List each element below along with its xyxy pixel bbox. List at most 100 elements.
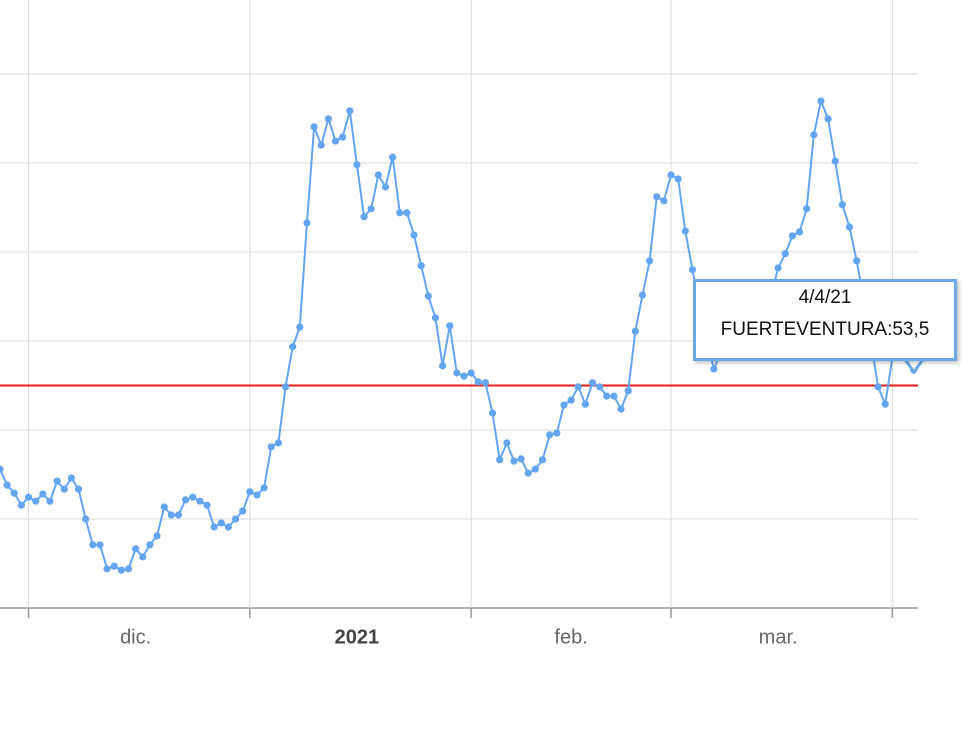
data-point — [46, 497, 54, 505]
data-point — [396, 209, 404, 217]
data-point — [824, 115, 832, 123]
data-point — [296, 323, 304, 331]
data-point — [481, 379, 490, 387]
data-point — [646, 257, 654, 265]
data-point — [710, 365, 718, 373]
data-point — [460, 372, 468, 380]
data-point — [82, 515, 90, 523]
data-point — [417, 262, 425, 270]
data-point — [267, 443, 275, 451]
data-point — [831, 157, 839, 165]
data-point — [60, 485, 68, 493]
data-point — [310, 123, 318, 131]
data-point — [74, 485, 83, 493]
data-point — [39, 490, 47, 498]
data-point — [139, 553, 147, 561]
data-point — [160, 503, 168, 511]
x-tick-label: dic. — [120, 626, 151, 648]
data-point — [253, 491, 261, 499]
data-point — [638, 291, 647, 299]
data-point — [146, 541, 154, 549]
data-point — [845, 223, 854, 231]
data-point — [246, 488, 254, 496]
data-point — [681, 227, 689, 235]
data-point — [381, 183, 390, 191]
data-point — [239, 507, 247, 515]
data-point — [217, 519, 225, 527]
data-point — [182, 496, 190, 504]
data-point — [467, 369, 475, 377]
data-point — [403, 209, 411, 217]
data-point — [360, 213, 368, 221]
data-point — [67, 474, 75, 482]
data-point — [503, 439, 511, 447]
data-point — [317, 141, 325, 149]
data-point — [346, 107, 354, 115]
data-point — [631, 327, 639, 335]
data-point — [0, 465, 4, 473]
data-point — [374, 171, 382, 179]
data-point — [788, 232, 796, 240]
data-point — [517, 455, 525, 463]
data-point — [553, 429, 561, 437]
tooltip-text: FUERTEVENTURA:53,5 — [720, 319, 930, 340]
data-point — [424, 292, 432, 300]
data-point — [89, 541, 97, 549]
data-point — [174, 511, 183, 519]
data-point — [474, 378, 482, 386]
data-point — [588, 379, 597, 387]
data-point — [538, 456, 547, 464]
data-point — [53, 477, 61, 485]
data-point — [132, 545, 140, 553]
data-point — [196, 497, 204, 505]
data-point — [617, 405, 625, 413]
data-point — [774, 264, 782, 272]
data-point — [524, 469, 532, 477]
data-point — [660, 197, 668, 205]
data-point — [653, 193, 661, 201]
data-point — [795, 228, 804, 236]
data-point — [103, 565, 111, 573]
data-point — [446, 322, 454, 330]
data-point — [838, 201, 846, 209]
data-point — [289, 343, 297, 351]
data-point — [389, 153, 397, 161]
data-point — [281, 383, 290, 391]
data-point — [96, 541, 104, 549]
data-point — [781, 250, 789, 258]
data-point — [167, 511, 175, 519]
x-tick-label: mar. — [759, 626, 798, 648]
data-point — [153, 532, 161, 540]
data-point — [688, 266, 697, 274]
data-point — [531, 465, 540, 473]
data-point — [453, 369, 461, 377]
data-point — [667, 171, 675, 179]
data-point — [546, 431, 554, 439]
data-point — [510, 457, 518, 465]
data-point — [353, 161, 361, 169]
data-point — [674, 175, 682, 183]
data-point — [231, 515, 240, 523]
data-point — [810, 131, 818, 139]
data-point — [560, 401, 568, 409]
data-point — [17, 501, 26, 509]
data-point — [303, 219, 311, 227]
data-point — [110, 562, 118, 570]
data-point — [817, 97, 825, 105]
data-point — [189, 493, 197, 501]
data-point — [203, 501, 211, 509]
data-point — [603, 392, 611, 400]
data-point — [124, 565, 133, 573]
data-point — [567, 396, 575, 404]
data-point — [274, 439, 283, 447]
data-point — [438, 362, 447, 370]
data-point — [32, 497, 40, 505]
data-point — [331, 137, 340, 145]
tooltip: 4/4/21 FUERTEVENTURA:53,5 — [693, 279, 957, 361]
data-point — [574, 383, 582, 391]
data-point — [3, 481, 11, 489]
data-point — [410, 231, 418, 239]
data-point — [117, 566, 125, 574]
